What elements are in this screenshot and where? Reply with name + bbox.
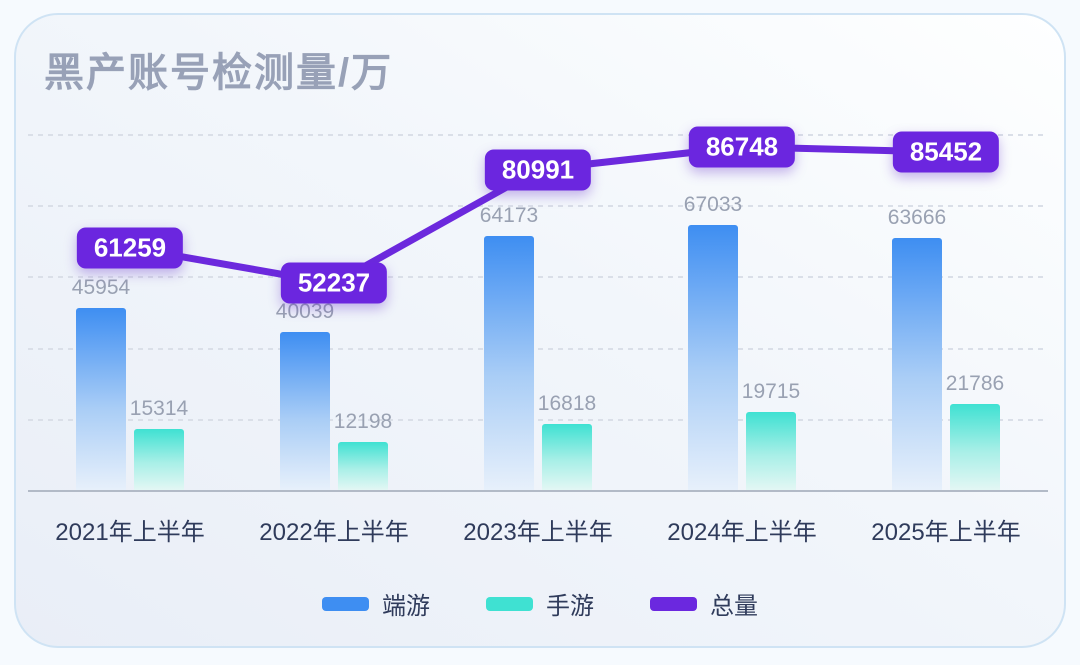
bar-pc [280,331,330,490]
chart-title: 黑产账号检测量/万 [44,51,394,95]
x-axis-label: 2021年上半年 [55,519,205,546]
legend: 端游 手游 总量 [0,586,1080,621]
gridline [28,348,1048,350]
bar-value-label: 40039 [275,299,335,323]
bar-value-label: 19715 [741,380,801,403]
gridline [28,419,1048,421]
bar-mobile [338,441,388,490]
chart-card [14,13,1066,648]
x-axis-label: 2025年上半年 [871,519,1021,546]
legend-label: 手游 [546,593,594,620]
total-badge: 52237 [280,262,388,304]
legend-bar-swatch [322,596,369,611]
x-axis-label: 2023年上半年 [463,519,613,546]
bar-value-label: 12198 [333,409,393,433]
bar-pc [688,224,738,490]
bar-value-label: 15314 [129,397,189,421]
x-axis-label: 2022年上半年 [259,519,409,546]
bar-mobile [542,423,592,490]
gridline [28,134,1048,136]
total-badge: 85452 [892,131,1000,173]
bar-pc [76,308,126,490]
bar-value-label: 64173 [479,204,539,228]
x-axis-label: 2024年上半年 [667,519,817,546]
legend-label: 端游 [382,593,430,620]
legend-item-总量: 总量 [650,586,758,621]
bar-pc [892,238,942,490]
plot-area: 45954 40039 64173 67033 63666 15314 12198 16818… [28,126,1048,546]
bar-pc [484,236,534,490]
bar-mobile [950,403,1000,490]
total-badge: 80991 [484,149,592,191]
total-badge: 61259 [76,227,184,269]
bar-value-label: 45954 [71,276,131,300]
total-badge: 86748 [688,126,796,168]
legend-item-手游: 手游 [486,586,594,621]
bar-value-label: 63666 [887,206,947,230]
legend-bar-swatch [486,596,533,611]
bar-value-label: 67033 [683,192,743,216]
legend-item-端游: 端游 [322,586,430,621]
legend-label: 总量 [710,593,758,620]
bar-value-label: 21786 [945,371,1005,395]
legend-line-swatch [650,596,697,611]
bar-value-label: 16818 [537,391,597,415]
bar-mobile [746,412,796,490]
bar-mobile [134,429,184,490]
